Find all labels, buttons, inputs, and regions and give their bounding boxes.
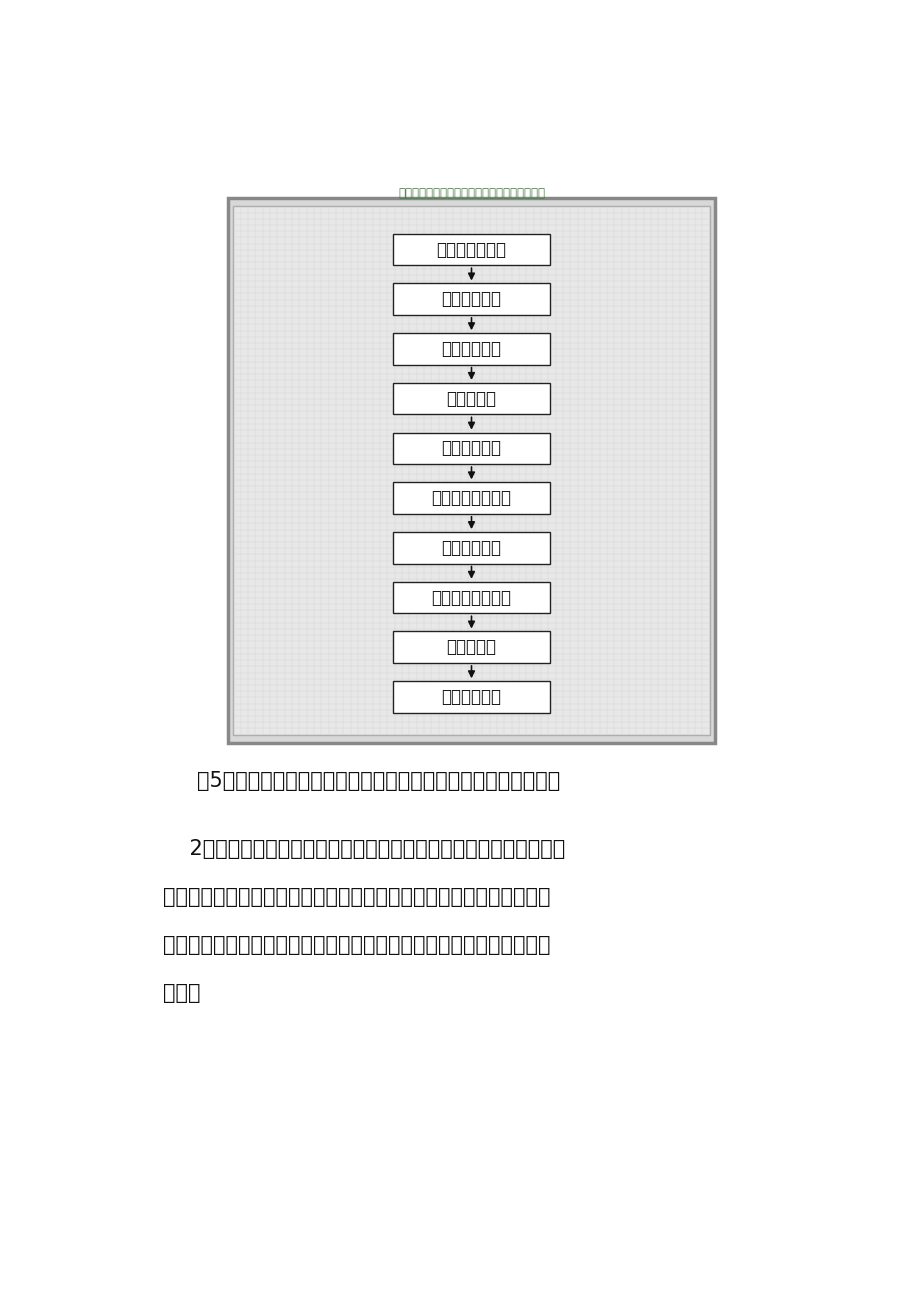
Text: 下片门叶吊装: 下片门叶吊装	[441, 290, 501, 309]
Text: 格检查: 格检查	[164, 983, 200, 1004]
Bar	[393, 681, 549, 712]
Bar	[393, 582, 549, 613]
Bar	[393, 284, 549, 315]
Text: 2、首先进行支铰座安装，用拉链葫芦将铰座吊起对准预埋螺栓，先: 2、首先进行支铰座安装，用拉链葫芦将铰座吊起对准预埋螺栓，先	[164, 838, 565, 859]
Bar	[227, 198, 715, 742]
Text: 之间间隙，调整好铰座的位置，最后再拧紧四孔螺栓，铰座安装后，严: 之间间隙，调整好铰座的位置，最后再拧紧四孔螺栓，铰座安装后，严	[164, 935, 550, 956]
Text: 下半叶固定: 下半叶固定	[446, 389, 496, 408]
Bar	[393, 234, 549, 266]
Text: 支铰、支腿安装: 支铰、支腿安装	[436, 241, 506, 259]
Text: 打磨、防腐: 打磨、防腐	[446, 638, 496, 656]
Bar	[393, 432, 549, 465]
Text: （5）、施工过程中，必须按照监理指示，以有效消除焊接应力。: （5）、施工过程中，必须按照监理指示，以有效消除焊接应力。	[197, 771, 560, 790]
Text: 与下半叶焊接: 与下半叶焊接	[441, 539, 501, 557]
Text: 如果您需要使用本文档，请点击下载按钮下载！: 如果您需要使用本文档，请点击下载按钮下载！	[398, 187, 544, 201]
Text: 留出四孔螺孔（上、下、左、右各一个）不要拧紧，检查铰底座与底盘: 留出四孔螺孔（上、下、左、右各一个）不要拧紧，检查铰底座与底盘	[164, 887, 550, 907]
Text: 下片门叶调整: 下片门叶调整	[441, 340, 501, 358]
Bar	[393, 631, 549, 663]
Text: 拼装平台拆除: 拼装平台拆除	[441, 687, 501, 706]
Bar	[393, 383, 549, 414]
Bar	[393, 533, 549, 564]
Text: 拼装平台拆除: 拼装平台拆除	[441, 439, 501, 457]
Bar	[393, 482, 549, 514]
Text: 检查测量做好记录: 检查测量做好记录	[431, 589, 511, 607]
Bar	[233, 207, 709, 734]
Bar	[393, 333, 549, 365]
Text: 上半叶吊装、定位: 上半叶吊装、定位	[431, 490, 511, 506]
